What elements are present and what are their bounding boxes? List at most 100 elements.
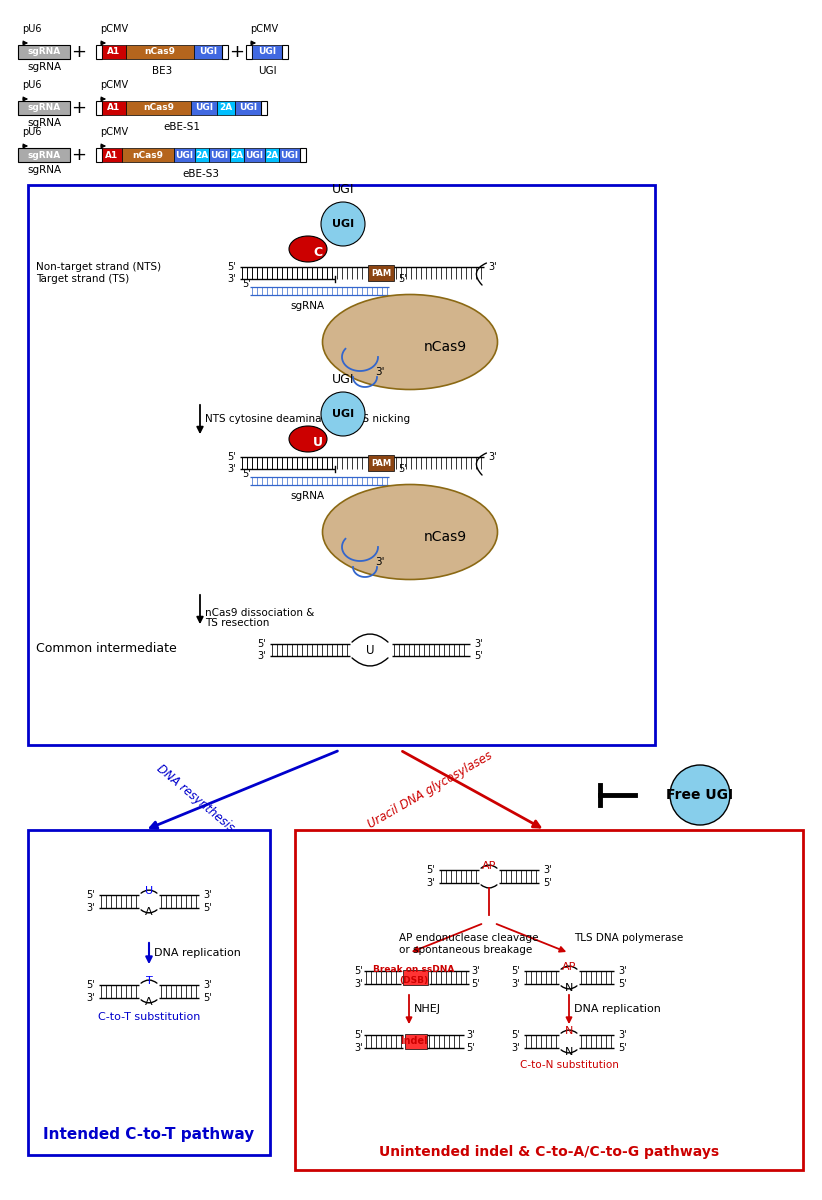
Text: BE3: BE3 bbox=[152, 66, 172, 76]
Text: A1: A1 bbox=[105, 150, 118, 160]
Text: 3': 3' bbox=[427, 878, 435, 888]
Text: T: T bbox=[145, 976, 152, 986]
Text: 3': 3' bbox=[86, 994, 95, 1003]
FancyBboxPatch shape bbox=[405, 1034, 427, 1049]
Text: 5': 5' bbox=[354, 1030, 363, 1040]
Text: 3': 3' bbox=[466, 1030, 474, 1040]
FancyBboxPatch shape bbox=[279, 148, 300, 162]
Text: Non-target strand (NTS): Non-target strand (NTS) bbox=[36, 262, 161, 272]
Text: UGI: UGI bbox=[258, 48, 276, 56]
FancyBboxPatch shape bbox=[195, 148, 209, 162]
Text: 3': 3' bbox=[511, 1043, 520, 1054]
Text: 3': 3' bbox=[474, 638, 483, 649]
Text: NHEJ: NHEJ bbox=[414, 1004, 441, 1014]
Text: AP endonuclease cleavage
or spontaneous breakage: AP endonuclease cleavage or spontaneous … bbox=[399, 934, 538, 955]
FancyArrowPatch shape bbox=[481, 884, 497, 888]
Text: A1: A1 bbox=[108, 103, 121, 113]
Text: Unintended indel & C-to-A/C-to-G pathways: Unintended indel & C-to-A/C-to-G pathway… bbox=[379, 1145, 719, 1159]
FancyBboxPatch shape bbox=[265, 148, 279, 162]
FancyBboxPatch shape bbox=[102, 101, 126, 115]
FancyBboxPatch shape bbox=[244, 148, 265, 162]
Text: A: A bbox=[145, 997, 153, 1007]
FancyBboxPatch shape bbox=[209, 148, 230, 162]
Text: 2A: 2A bbox=[266, 150, 279, 160]
Text: nCas9 dissociation &: nCas9 dissociation & bbox=[205, 607, 314, 618]
Circle shape bbox=[670, 766, 730, 826]
Text: sgRNA: sgRNA bbox=[27, 62, 61, 72]
Text: U: U bbox=[366, 643, 374, 656]
Text: 3': 3' bbox=[86, 902, 95, 913]
Text: N: N bbox=[565, 1046, 573, 1057]
FancyArrowPatch shape bbox=[352, 658, 388, 666]
Text: 3': 3' bbox=[488, 262, 496, 272]
FancyBboxPatch shape bbox=[96, 101, 102, 115]
FancyArrowPatch shape bbox=[141, 1000, 157, 1003]
Text: UGI: UGI bbox=[280, 150, 298, 160]
FancyBboxPatch shape bbox=[102, 44, 126, 59]
Text: 5': 5' bbox=[242, 278, 251, 289]
FancyArrowPatch shape bbox=[352, 634, 388, 642]
Text: sgRNA: sgRNA bbox=[290, 301, 324, 311]
Text: nCas9: nCas9 bbox=[423, 340, 467, 354]
FancyBboxPatch shape bbox=[282, 44, 288, 59]
Text: +: + bbox=[72, 98, 86, 116]
Text: Free UGI: Free UGI bbox=[667, 788, 733, 802]
FancyArrowPatch shape bbox=[561, 966, 577, 970]
FancyArrowPatch shape bbox=[561, 986, 577, 989]
Text: UGI: UGI bbox=[257, 66, 276, 76]
Text: DNA replication: DNA replication bbox=[574, 1004, 661, 1014]
Text: +: + bbox=[72, 43, 86, 61]
Text: NTS cytosine deamination & TS nicking: NTS cytosine deamination & TS nicking bbox=[205, 414, 410, 425]
Circle shape bbox=[321, 392, 365, 436]
Text: 5': 5' bbox=[227, 262, 236, 272]
Circle shape bbox=[321, 202, 365, 246]
Text: 5': 5' bbox=[86, 890, 95, 900]
Text: N: N bbox=[565, 1026, 573, 1036]
Text: 5': 5' bbox=[86, 980, 95, 990]
Text: A: A bbox=[145, 907, 153, 917]
Text: AP: AP bbox=[482, 862, 496, 871]
Text: 5': 5' bbox=[203, 994, 212, 1003]
Text: sgRNA: sgRNA bbox=[27, 164, 61, 175]
Text: UGI: UGI bbox=[332, 218, 354, 229]
Text: Intended C-to-T pathway: Intended C-to-T pathway bbox=[44, 1128, 255, 1142]
Text: 3': 3' bbox=[203, 980, 211, 990]
Text: eBE-S1: eBE-S1 bbox=[163, 122, 200, 132]
Text: 5': 5' bbox=[242, 469, 251, 479]
Text: UGI: UGI bbox=[175, 150, 193, 160]
Text: 5': 5' bbox=[511, 1030, 520, 1040]
Text: 3': 3' bbox=[488, 452, 496, 462]
Text: 5': 5' bbox=[427, 865, 435, 875]
Text: 2A: 2A bbox=[230, 150, 243, 160]
Text: 3': 3' bbox=[203, 890, 211, 900]
FancyBboxPatch shape bbox=[191, 101, 217, 115]
Text: 3': 3' bbox=[257, 650, 266, 661]
Text: UGI: UGI bbox=[195, 103, 213, 113]
Text: PAM: PAM bbox=[371, 458, 391, 468]
Text: N: N bbox=[565, 983, 573, 994]
Text: sgRNA: sgRNA bbox=[290, 491, 324, 502]
Text: 2A: 2A bbox=[219, 103, 233, 113]
Text: pU6: pU6 bbox=[22, 127, 41, 137]
FancyBboxPatch shape bbox=[235, 101, 261, 115]
FancyArrowPatch shape bbox=[561, 1050, 577, 1054]
FancyBboxPatch shape bbox=[368, 265, 394, 281]
Text: 3': 3' bbox=[228, 274, 236, 284]
Text: UGI: UGI bbox=[332, 409, 354, 419]
Text: UGI: UGI bbox=[246, 150, 264, 160]
Text: Break on ssDNA: Break on ssDNA bbox=[373, 965, 455, 974]
FancyBboxPatch shape bbox=[261, 101, 267, 115]
FancyBboxPatch shape bbox=[368, 455, 394, 470]
FancyBboxPatch shape bbox=[122, 148, 174, 162]
Text: sgRNA: sgRNA bbox=[27, 118, 61, 128]
Text: +: + bbox=[72, 146, 86, 164]
Text: 3': 3' bbox=[354, 979, 363, 989]
Text: 3': 3' bbox=[354, 1043, 363, 1054]
FancyBboxPatch shape bbox=[96, 44, 102, 59]
FancyArrowPatch shape bbox=[481, 865, 497, 868]
Text: pCMV: pCMV bbox=[100, 127, 128, 137]
FancyBboxPatch shape bbox=[18, 44, 70, 59]
FancyArrowPatch shape bbox=[141, 980, 157, 983]
Ellipse shape bbox=[289, 426, 327, 452]
Text: 3': 3' bbox=[228, 464, 236, 474]
